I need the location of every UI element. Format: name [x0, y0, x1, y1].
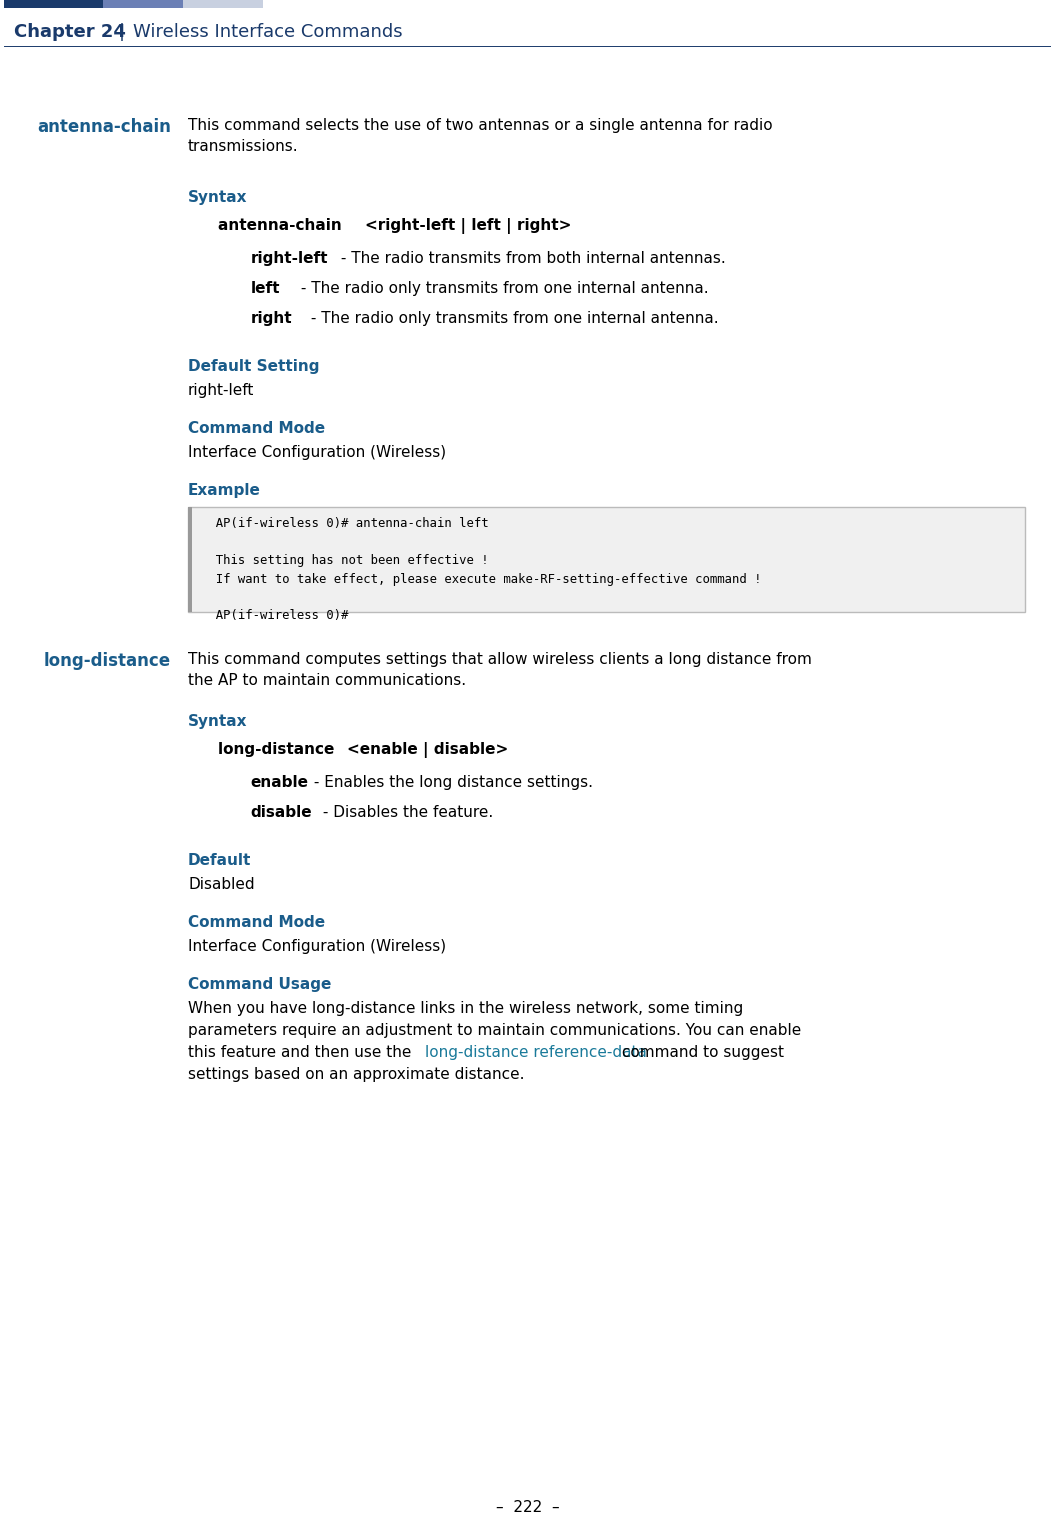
- Text: This command computes settings that allow wireless clients a long distance from
: This command computes settings that allo…: [188, 652, 812, 688]
- Text: - The radio transmits from both internal antennas.: - The radio transmits from both internal…: [335, 252, 725, 266]
- Text: long-distance reference-data: long-distance reference-data: [426, 1045, 647, 1061]
- Text: long-distance: long-distance: [44, 652, 171, 669]
- Text: Command Mode: Command Mode: [188, 915, 325, 930]
- Bar: [183, 0, 263, 8]
- Text: Example: Example: [188, 484, 261, 497]
- Text: right: right: [251, 312, 292, 325]
- Text: left: left: [251, 281, 281, 296]
- Text: Command Mode: Command Mode: [188, 421, 325, 436]
- Text: When you have long-distance links in the wireless network, some timing: When you have long-distance links in the…: [188, 1001, 743, 1016]
- Text: settings based on an approximate distance.: settings based on an approximate distanc…: [188, 1067, 524, 1082]
- Text: - Enables the long distance settings.: - Enables the long distance settings.: [309, 775, 593, 791]
- Text: Wireless Interface Commands: Wireless Interface Commands: [133, 23, 403, 41]
- Text: Default: Default: [188, 853, 251, 867]
- Text: This command selects the use of two antennas or a single antenna for radio
trans: This command selects the use of two ante…: [188, 118, 772, 154]
- Text: Default Setting: Default Setting: [188, 359, 320, 375]
- Text: Interface Configuration (Wireless): Interface Configuration (Wireless): [188, 939, 447, 953]
- Text: |: |: [119, 23, 124, 41]
- Text: this feature and then use the: this feature and then use the: [188, 1045, 416, 1061]
- Text: Syntax: Syntax: [188, 190, 248, 206]
- Text: antenna-chain: antenna-chain: [218, 218, 347, 233]
- Text: Disabled: Disabled: [188, 876, 254, 892]
- Text: –  222  –: – 222 –: [495, 1500, 559, 1515]
- Text: parameters require an adjustment to maintain communications. You can enable: parameters require an adjustment to main…: [188, 1022, 801, 1038]
- Bar: [188, 507, 192, 612]
- Text: - The radio only transmits from one internal antenna.: - The radio only transmits from one inte…: [295, 281, 708, 296]
- Text: right-left: right-left: [188, 384, 254, 398]
- Text: enable: enable: [251, 775, 309, 791]
- Text: Syntax: Syntax: [188, 714, 248, 729]
- Text: Command Usage: Command Usage: [188, 976, 331, 992]
- Text: - The radio only transmits from one internal antenna.: - The radio only transmits from one inte…: [306, 312, 718, 325]
- Text: long-distance: long-distance: [218, 741, 339, 757]
- Bar: [188, 507, 1025, 612]
- Text: disable: disable: [251, 804, 312, 820]
- Bar: [3, 0, 103, 8]
- Text: <enable | disable>: <enable | disable>: [348, 741, 509, 758]
- Text: right-left: right-left: [251, 252, 328, 266]
- Text: <right-left | left | right>: <right-left | left | right>: [366, 218, 572, 233]
- Text: command to suggest: command to suggest: [617, 1045, 784, 1061]
- Text: antenna-chain: antenna-chain: [37, 118, 171, 137]
- Text: Interface Configuration (Wireless): Interface Configuration (Wireless): [188, 445, 447, 460]
- Text: Chapter 24: Chapter 24: [14, 23, 125, 41]
- Text: - Disables the feature.: - Disables the feature.: [317, 804, 493, 820]
- Bar: [103, 0, 183, 8]
- Text: AP(if-wireless 0)# antenna-chain left

  This setting has not been effective !
 : AP(if-wireless 0)# antenna-chain left Th…: [201, 517, 762, 623]
